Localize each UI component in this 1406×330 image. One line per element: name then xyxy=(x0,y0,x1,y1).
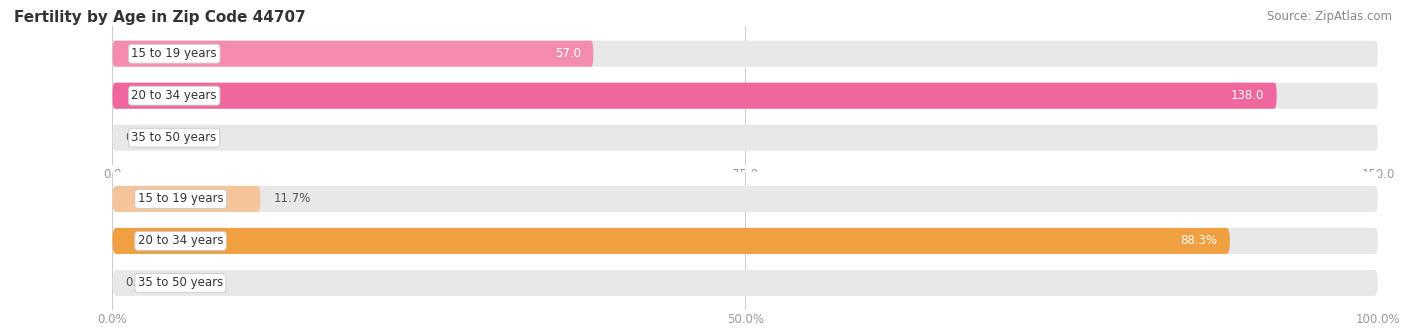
FancyBboxPatch shape xyxy=(112,270,1378,296)
Text: 0.0%: 0.0% xyxy=(125,277,155,289)
FancyBboxPatch shape xyxy=(112,41,1378,67)
Text: 15 to 19 years: 15 to 19 years xyxy=(138,192,224,205)
Text: Source: ZipAtlas.com: Source: ZipAtlas.com xyxy=(1267,10,1392,23)
FancyBboxPatch shape xyxy=(112,83,1277,109)
Text: 57.0: 57.0 xyxy=(555,47,581,60)
FancyBboxPatch shape xyxy=(112,41,593,67)
Text: 0.0: 0.0 xyxy=(125,131,143,144)
Text: Fertility by Age in Zip Code 44707: Fertility by Age in Zip Code 44707 xyxy=(14,10,307,25)
FancyBboxPatch shape xyxy=(112,228,1230,254)
Text: 11.7%: 11.7% xyxy=(273,192,311,205)
FancyBboxPatch shape xyxy=(112,228,1378,254)
FancyBboxPatch shape xyxy=(112,186,1378,212)
Text: 138.0: 138.0 xyxy=(1230,89,1264,102)
Text: 35 to 50 years: 35 to 50 years xyxy=(132,131,217,144)
FancyBboxPatch shape xyxy=(112,186,260,212)
Text: 35 to 50 years: 35 to 50 years xyxy=(138,277,224,289)
Text: 88.3%: 88.3% xyxy=(1180,234,1218,248)
Text: 15 to 19 years: 15 to 19 years xyxy=(132,47,217,60)
Text: 20 to 34 years: 20 to 34 years xyxy=(138,234,224,248)
FancyBboxPatch shape xyxy=(112,125,1378,151)
FancyBboxPatch shape xyxy=(112,83,1378,109)
Text: 20 to 34 years: 20 to 34 years xyxy=(132,89,217,102)
